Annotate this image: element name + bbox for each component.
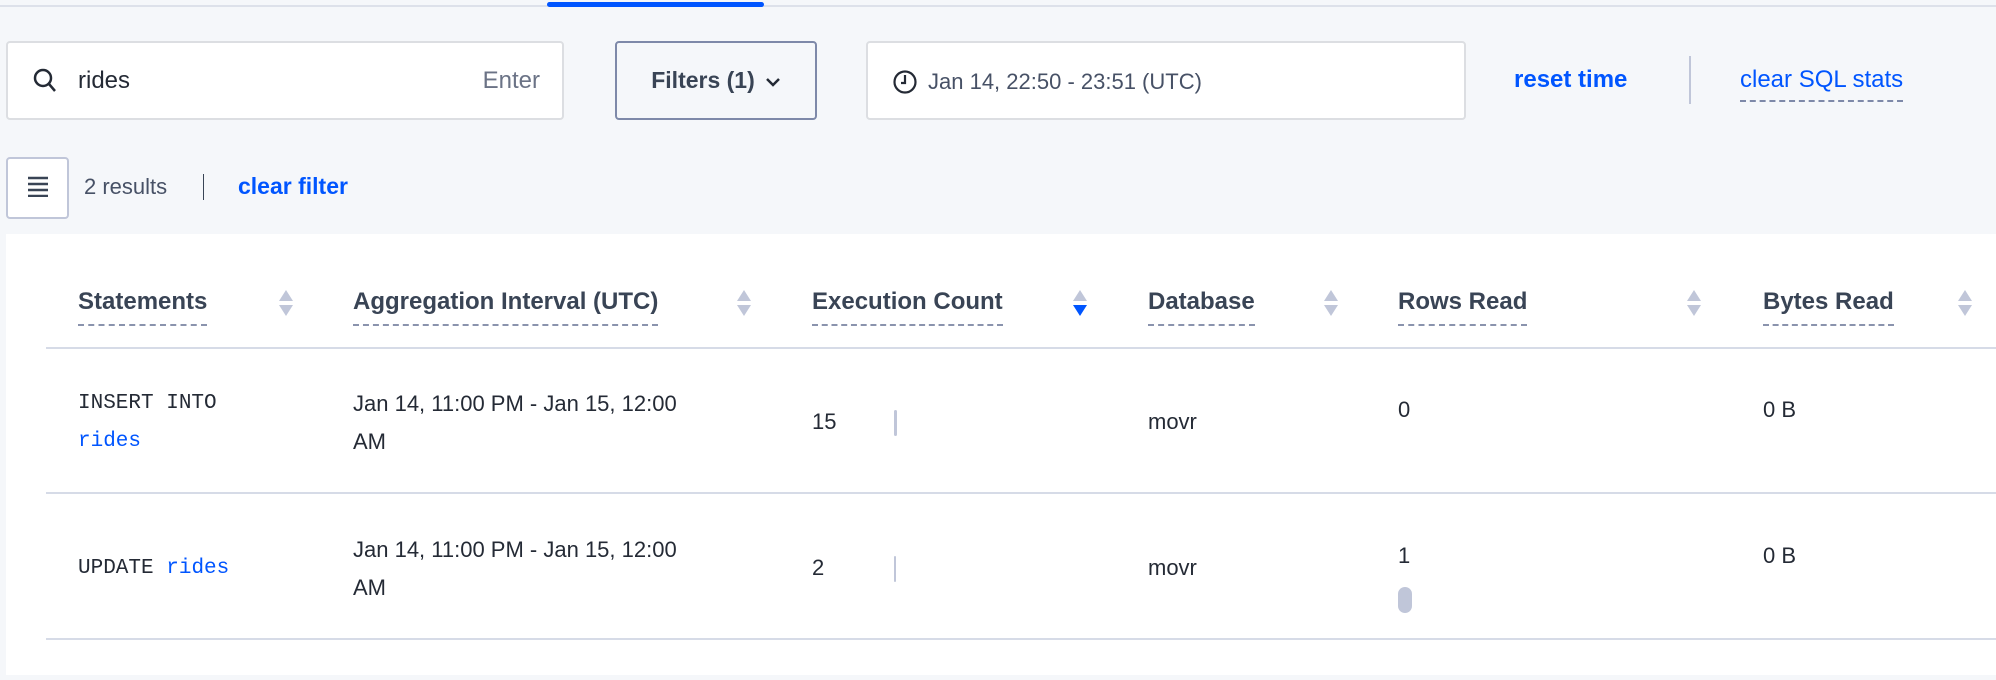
execution-count-bar [894, 410, 897, 436]
aggregation-interval-cell: Jan 14, 11:00 PM - Jan 15, 12:00 AM [353, 385, 677, 461]
search-value: rides [78, 67, 131, 94]
execution-count-bar [894, 556, 896, 582]
clock-icon [892, 69, 918, 100]
execution-count-cell: 2 [812, 555, 825, 580]
divider [1689, 56, 1691, 104]
interval-text: AM [353, 575, 386, 600]
interval-text: AM [353, 429, 386, 454]
hamburger-icon [27, 175, 49, 202]
clear-filter-link[interactable]: clear filter [238, 173, 348, 199]
reset-time-link[interactable]: reset time [1514, 66, 1628, 93]
row-divider [46, 638, 1996, 640]
search-enter-hint[interactable]: Enter [482, 67, 540, 94]
execution-count-cell: 15 [812, 409, 837, 434]
results-count: 2 results [84, 174, 168, 199]
statement-cell[interactable]: UPDATE rides [78, 550, 229, 588]
aggregation-interval-cell: Jan 14, 11:00 PM - Jan 15, 12:00 AM [353, 531, 677, 607]
sort-icon[interactable] [279, 290, 293, 316]
column-header-rows-read[interactable]: Rows Read [1398, 288, 1528, 326]
statement-keyword: INSERT INTO [78, 392, 217, 415]
column-header-bytes-read[interactable]: Bytes Read [1763, 288, 1894, 326]
statement-keyword: UPDATE [78, 557, 154, 580]
search-input[interactable]: rides Enter [6, 41, 564, 120]
table-row: INSERT INTO rides Jan 14, 11:00 PM - Jan … [0, 348, 1996, 493]
column-header-execution-count[interactable]: Execution Count [812, 288, 1003, 326]
interval-text: Jan 14, 11:00 PM - Jan 15, 12:00 [353, 391, 677, 416]
sort-icon[interactable] [1958, 290, 1972, 316]
statements-table [6, 234, 1996, 675]
bytes-read-cell: 0 B [1763, 397, 1797, 422]
sort-descending-icon[interactable] [1073, 290, 1087, 316]
clear-sql-stats-link[interactable]: clear SQL stats [1740, 66, 1904, 102]
bytes-read-cell: 0 B [1763, 543, 1797, 568]
column-header-database[interactable]: Database [1148, 288, 1255, 326]
column-header-aggregation-interval[interactable]: Aggregation Interval (UTC) [353, 288, 659, 326]
filters-label: Filters (1) [651, 67, 755, 93]
interval-text: Jan 14, 11:00 PM - Jan 15, 12:00 [353, 537, 677, 562]
time-range-picker[interactable]: Jan 14, 22:50 - 23:51 (UTC) [866, 41, 1466, 120]
time-range-value: Jan 14, 22:50 - 23:51 (UTC) [928, 69, 1202, 94]
database-cell: movr [1148, 555, 1197, 580]
rows-read-bar [1398, 587, 1412, 613]
tab-bar-divider [0, 5, 1996, 7]
sort-icon[interactable] [1324, 290, 1338, 316]
divider [203, 174, 204, 200]
column-header-statements[interactable]: Statements [78, 288, 208, 326]
table-row: UPDATE rides Jan 14, 11:00 PM - Jan 15, … [0, 494, 1996, 639]
statement-table-link[interactable]: rides [78, 430, 142, 453]
row-divider [46, 492, 1996, 494]
statement-table-link[interactable]: rides [166, 557, 230, 580]
chevron-down-icon [765, 67, 781, 94]
sort-icon[interactable] [737, 290, 751, 316]
search-icon [32, 67, 58, 100]
active-tab-indicator [547, 2, 764, 7]
database-cell: movr [1148, 409, 1197, 434]
sort-icon[interactable] [1687, 290, 1701, 316]
column-selector-button[interactable] [6, 157, 69, 219]
rows-read-cell: 0 [1398, 397, 1411, 422]
filters-button[interactable]: Filters (1) [615, 41, 817, 120]
header-divider [46, 347, 1996, 349]
statement-cell[interactable]: INSERT INTO rides [78, 385, 217, 461]
rows-read-cell: 1 [1398, 543, 1411, 568]
